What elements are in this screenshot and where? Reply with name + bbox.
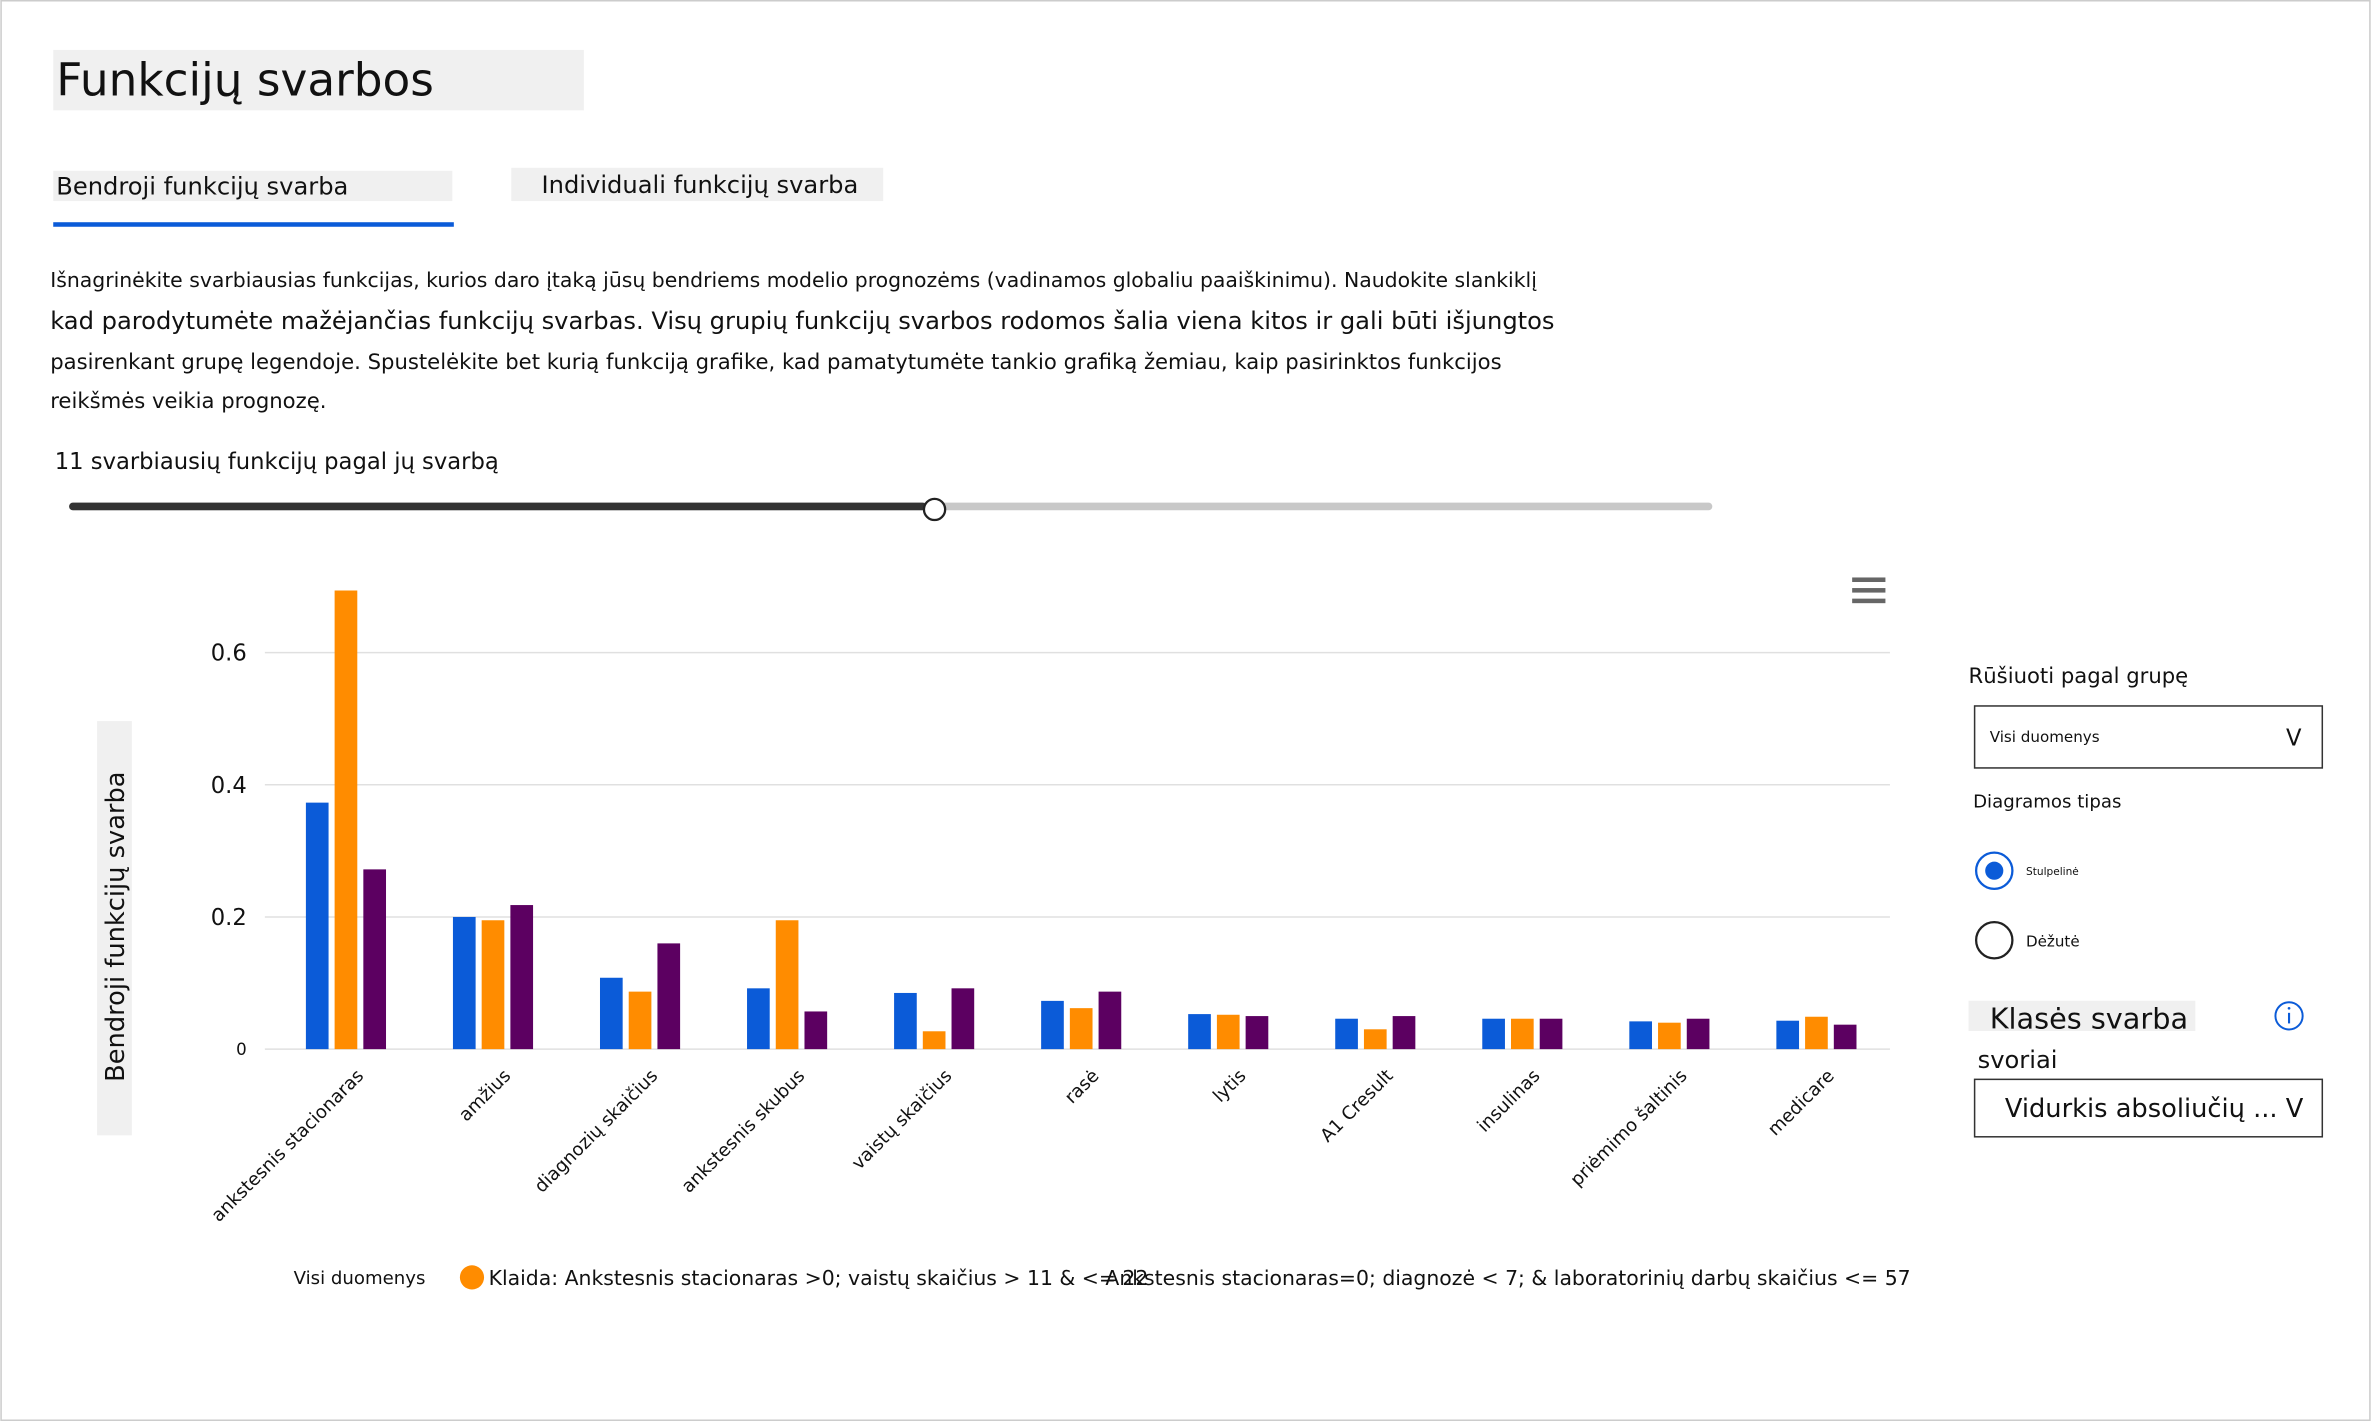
label-bg (1968, 1000, 2196, 1031)
bar[interactable] (1216, 1014, 1240, 1050)
bar[interactable] (1363, 1029, 1387, 1050)
bar[interactable] (1686, 1018, 1710, 1050)
y-tick-label: 0.4 (211, 773, 247, 799)
legend-label: Klaida: Ankstesnis stacionaras >0; vaist… (489, 1266, 1149, 1290)
bar[interactable] (510, 905, 534, 1050)
bar[interactable] (1776, 1020, 1800, 1050)
bar[interactable] (1629, 1021, 1652, 1050)
radio[interactable] (1974, 921, 2014, 960)
bar[interactable] (1188, 1014, 1211, 1050)
legend-item[interactable]: Klaida: Ankstesnis stacionaras >0; vaist… (459, 1265, 1149, 1290)
y-tick-label: 0 (236, 1040, 247, 1059)
menu-bar (1852, 588, 1886, 593)
tab[interactable]: Bendroji funkcijų svarba (56, 172, 348, 200)
legend: Visi duomenys Klaida: Ankstesnis staciona… (294, 1265, 1911, 1290)
bar[interactable] (922, 1031, 946, 1050)
bar[interactable] (747, 988, 770, 1050)
bar[interactable] (1335, 1018, 1358, 1050)
description: kad parodytumėte mažėjančias funkcijų sv… (50, 307, 1554, 335)
sort-value: Visi duomenys (1990, 728, 2100, 746)
legend-item[interactable]: Visi duomenys (294, 1268, 426, 1289)
menu-icon[interactable] (1852, 577, 1886, 604)
bar[interactable] (452, 916, 476, 1050)
bar[interactable] (1392, 1016, 1416, 1050)
y-axis-label: Bendroji funkcijų svarba (101, 771, 131, 1081)
bar[interactable] (363, 869, 387, 1050)
y-tick-label: 0.6 (211, 641, 247, 667)
bar[interactable] (1833, 1024, 1857, 1050)
bar[interactable] (1805, 1016, 1828, 1050)
bar[interactable] (481, 920, 505, 1050)
bar[interactable] (628, 991, 652, 1050)
y-tick-label: 0.2 (211, 905, 247, 931)
bar[interactable] (1041, 1000, 1064, 1050)
sort-label: Rūšiuoti pagal grupę (1969, 663, 2189, 688)
tab-bg (53, 170, 453, 202)
title-bg (53, 49, 584, 111)
slider-label: 11 svarbiausių funkcijų pagal jų svarbą (55, 449, 499, 475)
bar[interactable] (804, 1011, 828, 1050)
description: pasirenkant grupę legendoje. Spustelėkit… (50, 349, 1501, 374)
class-weight-label: Klasės svarba (1990, 1001, 2188, 1035)
bar[interactable] (894, 992, 917, 1050)
menu-bar (1852, 598, 1886, 604)
legend-item[interactable]: Ankstesnis stacionaras=0; diagnozė < 7; … (1105, 1266, 1910, 1290)
bar[interactable] (599, 977, 623, 1050)
sort-dropdown[interactable] (1973, 705, 2324, 769)
bar[interactable] (1069, 1008, 1093, 1050)
menu-bar (1852, 577, 1886, 583)
bar[interactable] (1482, 1018, 1505, 1050)
tab[interactable]: Individuali funkcijų svarba (542, 171, 859, 199)
radio-label: Dėžutė (2026, 932, 2080, 950)
info-icon[interactable] (2274, 1001, 2304, 1031)
bar[interactable] (334, 590, 358, 1050)
class-weight-value: Vidurkis absoliučių ... V (2005, 1094, 2304, 1124)
description: reikšmės veikia prognozę. (50, 388, 326, 413)
dropdown-arrow: V (2286, 726, 2302, 752)
bar[interactable] (305, 802, 329, 1050)
y-label-bg (97, 721, 132, 1136)
bar[interactable] (1510, 1018, 1534, 1050)
bar[interactable] (1098, 991, 1122, 1050)
slider-thumb[interactable] (922, 497, 947, 522)
radio-label: Stulpelinė (2026, 866, 2079, 878)
tab-bg (511, 167, 884, 202)
class-weight-label: svoriai (1978, 1046, 2058, 1074)
legend-marker (459, 1265, 485, 1290)
legend-label: Ankstesnis stacionaras=0; diagnozė < 7; … (1105, 1266, 1910, 1290)
info-glyph (2287, 1012, 2291, 1024)
tab-underline (53, 222, 454, 227)
page-title: Funkcijų svarbos (56, 54, 434, 107)
bar[interactable] (951, 988, 975, 1050)
legend-label: Visi duomenys (294, 1268, 426, 1289)
bar[interactable] (1245, 1016, 1269, 1050)
class-weight-dropdown[interactable] (1973, 1078, 2324, 1138)
radio-dot (1985, 861, 2004, 880)
bar[interactable] (1539, 1018, 1563, 1050)
bar[interactable] (775, 920, 799, 1050)
description: Išnagrinėkite svarbiausias funkcijas, ku… (50, 268, 1537, 292)
info-glyph (2287, 1006, 2291, 1010)
chart-type-label: Diagramos tipas (1973, 792, 2121, 813)
bar[interactable] (1658, 1022, 1681, 1050)
bar[interactable] (657, 943, 681, 1050)
